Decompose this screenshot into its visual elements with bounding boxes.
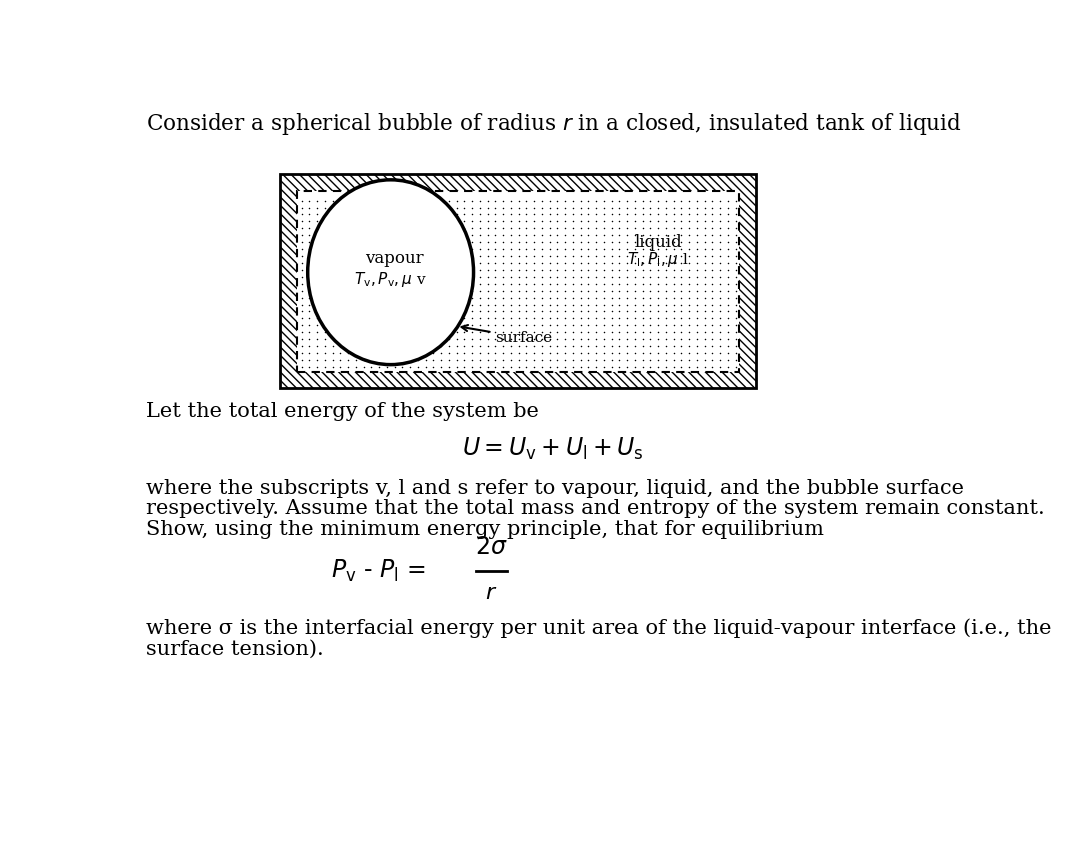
Text: liquid: liquid: [634, 235, 682, 252]
Text: $T_\mathrm{l}, P_\mathrm{l},\mu$ l: $T_\mathrm{l}, P_\mathrm{l},\mu$ l: [627, 251, 689, 269]
Text: surface: surface: [462, 325, 552, 344]
Text: where the subscripts v, l and s refer to vapour, liquid, and the bubble surface: where the subscripts v, l and s refer to…: [147, 479, 965, 498]
Text: Let the total energy of the system be: Let the total energy of the system be: [147, 402, 540, 420]
Bar: [297, 192, 739, 371]
Text: $r$: $r$: [486, 583, 497, 603]
Bar: [279, 175, 756, 388]
Text: Show, using the minimum energy principle, that for equilibrium: Show, using the minimum energy principle…: [147, 520, 824, 539]
Text: $2\sigma$: $2\sigma$: [475, 534, 508, 559]
Text: $P_\mathrm{v}$ - $P_\mathrm{l}$ =: $P_\mathrm{v}$ - $P_\mathrm{l}$ =: [331, 558, 425, 584]
Text: vapour: vapour: [365, 250, 424, 267]
Text: respectively. Assume that the total mass and entropy of the system remain consta: respectively. Assume that the total mass…: [147, 500, 1046, 518]
Text: $T_\mathrm{v}, P_\mathrm{v},\mu$ v: $T_\mathrm{v}, P_\mathrm{v},\mu$ v: [354, 270, 427, 289]
Ellipse shape: [308, 180, 474, 365]
Text: $U = U_\mathrm{v} + U_\mathrm{l} + U_\mathrm{s}$: $U = U_\mathrm{v} + U_\mathrm{l} + U_\ma…: [462, 436, 643, 463]
Text: surface tension).: surface tension).: [147, 640, 325, 658]
Text: where σ is the interfacial energy per unit area of the liquid-vapour interface (: where σ is the interfacial energy per un…: [147, 619, 1052, 638]
Text: Consider a spherical bubble of radius $r$ in a closed, insulated tank of liquid: Consider a spherical bubble of radius $r…: [147, 111, 962, 137]
